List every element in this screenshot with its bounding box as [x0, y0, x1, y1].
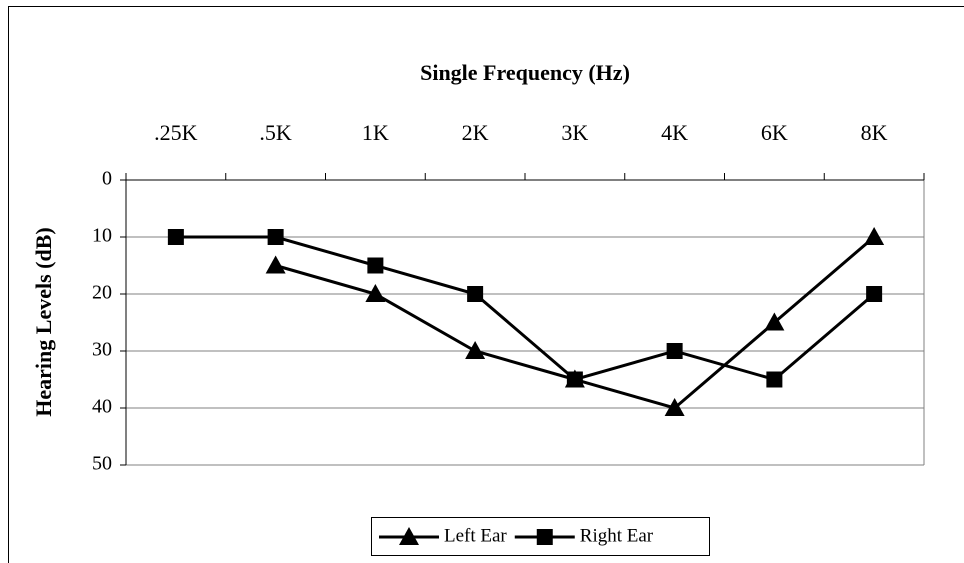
marker-square: [536, 529, 553, 545]
x-tick-label: 1K: [362, 120, 389, 145]
marker-square: [566, 371, 583, 388]
marker-square: [367, 257, 384, 274]
marker-triangle: [465, 341, 486, 359]
legend-label: Left Ear: [444, 525, 507, 546]
marker-triangle: [664, 398, 685, 416]
marker-square: [766, 371, 783, 388]
chart-frame: [8, 6, 964, 563]
series-line: [175, 235, 876, 382]
x-tick-label: 3K: [561, 120, 588, 145]
x-tick-label: .5K: [259, 120, 292, 145]
x-tick-label: 8K: [861, 120, 888, 145]
x-tick-label: 2K: [462, 120, 489, 145]
marker-triangle: [399, 527, 419, 545]
chart-title: Single Frequency (Hz): [420, 60, 630, 85]
y-tick-label: 50: [92, 453, 112, 475]
marker-square: [167, 229, 184, 245]
legend-label: Right Ear: [580, 525, 654, 546]
marker-square: [666, 343, 683, 359]
x-tick-label: 6K: [761, 120, 788, 145]
y-axis-label: Hearing Levels (dB): [31, 227, 56, 416]
marker-triangle: [365, 284, 386, 302]
marker-triangle: [864, 227, 885, 245]
y-tick-label: 0: [102, 168, 112, 190]
marker-triangle: [764, 312, 785, 331]
y-tick-label: 10: [92, 225, 112, 247]
y-tick-label: 40: [92, 396, 112, 418]
marker-square: [866, 286, 883, 302]
marker-triangle: [265, 255, 286, 274]
marker-square: [267, 229, 284, 245]
y-tick-label: 30: [92, 339, 112, 361]
legend: Left Ear Right Ear: [371, 517, 710, 556]
marker-square: [467, 286, 484, 302]
y-tick-label: 20: [92, 282, 112, 304]
x-tick-label: .25K: [154, 120, 198, 145]
x-tick-label: 4K: [661, 120, 688, 145]
